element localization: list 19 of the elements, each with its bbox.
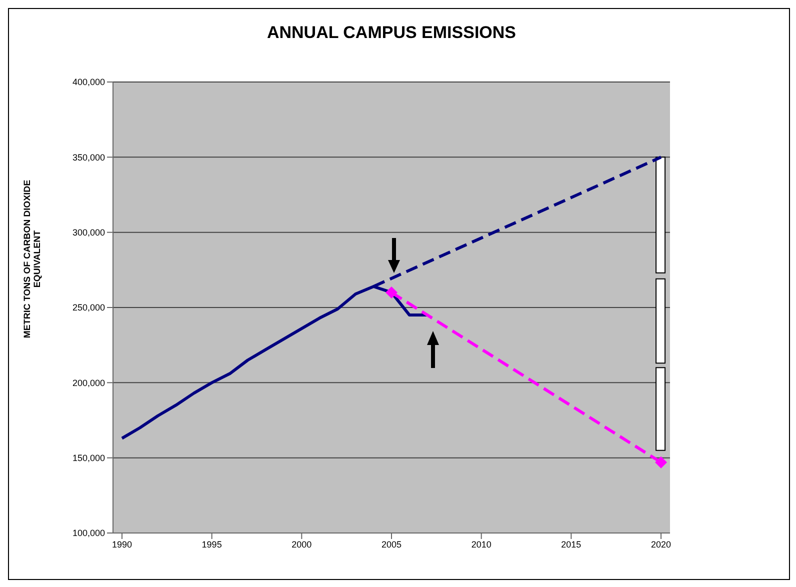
y-tick-label: 200,000 bbox=[72, 378, 105, 388]
x-tick-label: 2000 bbox=[292, 539, 312, 550]
x-tick-label: 2020 bbox=[651, 539, 672, 550]
y-tick-label: 300,000 bbox=[72, 228, 105, 238]
bar bbox=[656, 156, 666, 274]
y-tick-label: 100,000 bbox=[72, 528, 105, 538]
x-tick-label: 2015 bbox=[561, 539, 582, 550]
chart-title: ANNUAL CAMPUS EMISSIONS bbox=[266, 23, 518, 43]
y-tick-label: 350,000 bbox=[72, 152, 105, 162]
y-tick-label: 400,000 bbox=[72, 77, 105, 88]
bar bbox=[656, 278, 666, 364]
y-tick-label: 150,000 bbox=[72, 453, 105, 464]
x-tick-label: 2005 bbox=[381, 539, 402, 550]
x-tick-label: 1990 bbox=[112, 539, 132, 550]
x-tick-label: 2010 bbox=[471, 539, 492, 550]
y-tick-label: 250,000 bbox=[72, 302, 105, 313]
x-tick-label: 1995 bbox=[202, 539, 222, 550]
y-axis-title: METRIC TONS OF CARBON DIOXIDE EQUIVALENT bbox=[22, 178, 42, 340]
bar bbox=[656, 367, 666, 451]
